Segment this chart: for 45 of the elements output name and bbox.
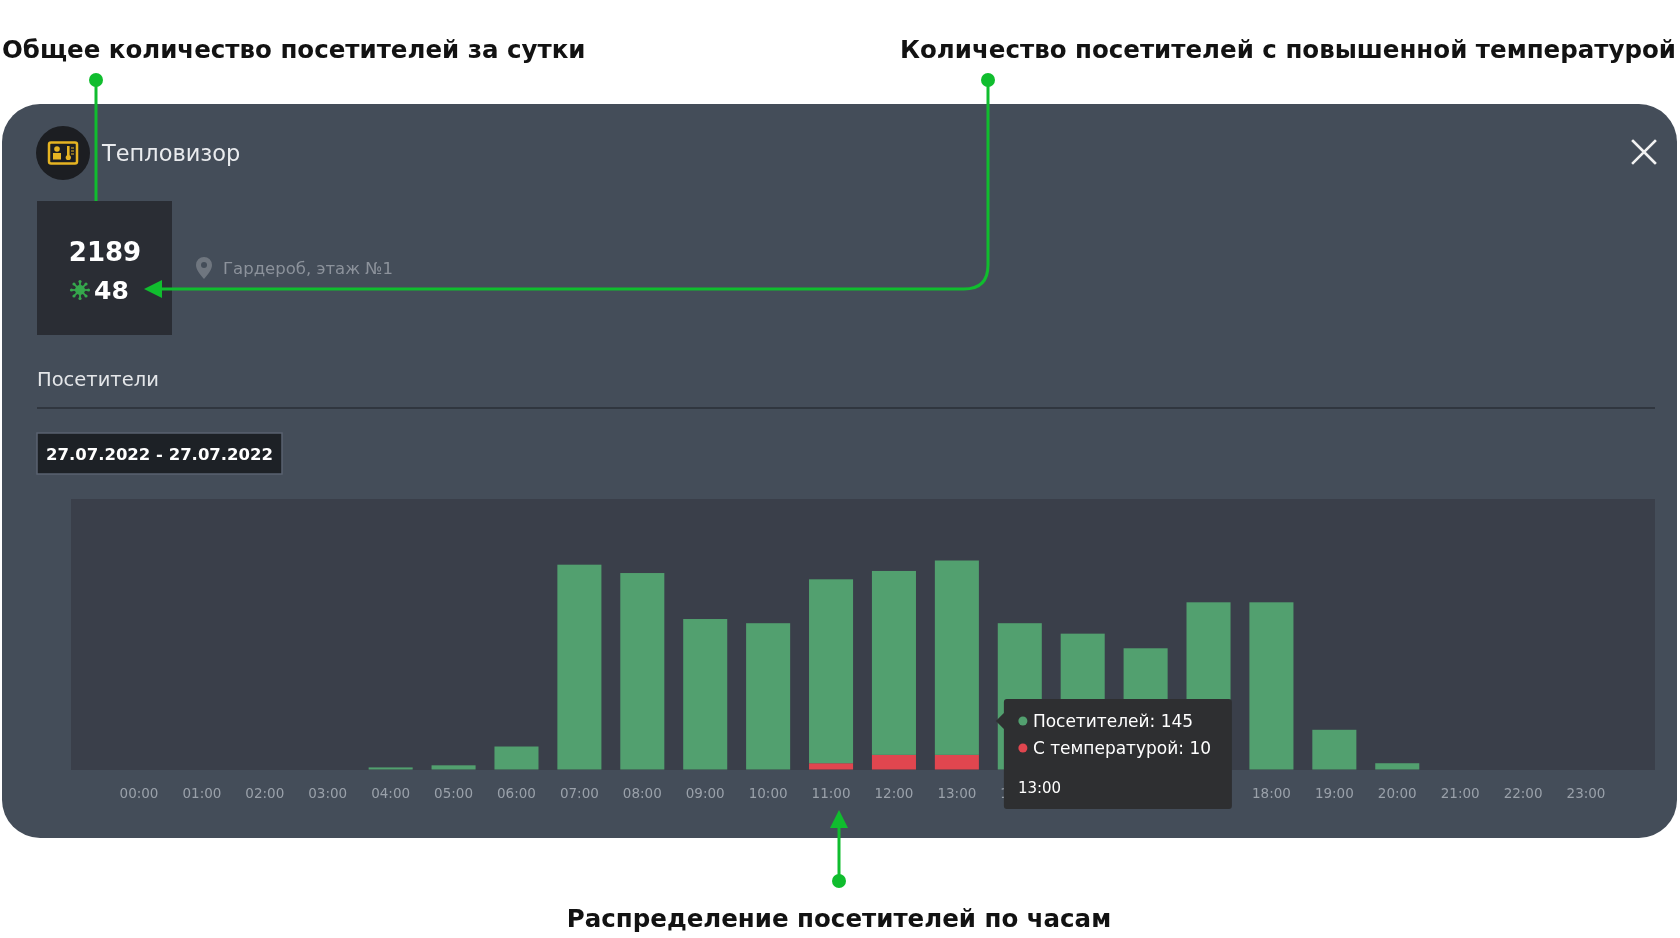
bar (368, 767, 413, 770)
x-tick-label: 11:00 (811, 785, 851, 801)
bar (809, 763, 854, 770)
x-tick-label: 19:00 (1314, 785, 1354, 801)
text: Общее количество посетителей за сутки (2, 35, 586, 64)
x-tick-label: 23:00 (1566, 785, 1606, 801)
bar (557, 564, 602, 770)
x-tick-label: 00:00 (119, 785, 159, 801)
x-tick-label: 05:00 (434, 785, 474, 801)
text: Распределение посетителей по часам (566, 904, 1112, 933)
bar (809, 579, 854, 764)
x-tick-label: 04:00 (371, 785, 411, 801)
bar (871, 570, 916, 755)
x-tick-label: 20:00 (1377, 785, 1417, 801)
bar (934, 560, 979, 755)
chart-title: Посетители (37, 368, 159, 391)
x-tick-label: 09:00 (685, 785, 725, 801)
chart-subtitle: 27.07.2022 - 27.07.2022 (45, 445, 274, 464)
x-tick-label: 02:00 (245, 785, 285, 801)
x-tick-label: 12:00 (874, 785, 914, 801)
bar (934, 754, 979, 770)
bar (746, 623, 791, 770)
bar (871, 754, 916, 770)
x-tick-label: 06:00 (497, 785, 536, 801)
bar (620, 573, 665, 770)
x-tick-label: 21:00 (1440, 785, 1480, 801)
bar (683, 619, 728, 770)
x-tick-label: 18:00 (1251, 785, 1291, 801)
x-tick-label: 03:00 (308, 785, 348, 801)
annotation: Посетителей: 145 (1032, 711, 1194, 731)
x-tick-label: 13:00 (937, 785, 977, 801)
text: Количество посетителей с повышенной температурой (900, 35, 1676, 64)
bar (1312, 729, 1357, 770)
x-tick-label: 22:00 (1503, 785, 1543, 801)
text: 48 (94, 276, 129, 305)
bar (1375, 763, 1420, 770)
x-tick-label: 07:00 (559, 785, 599, 801)
bar (431, 765, 476, 770)
bar (494, 746, 539, 770)
annotation: С температурой: 10 (1032, 738, 1212, 758)
x-tick-label: 08:00 (622, 785, 662, 801)
text: 2189 (68, 237, 142, 267)
x-tick-label: 01:00 (182, 785, 222, 801)
bar (1249, 602, 1294, 770)
x-tick-label: 10:00 (748, 785, 788, 801)
